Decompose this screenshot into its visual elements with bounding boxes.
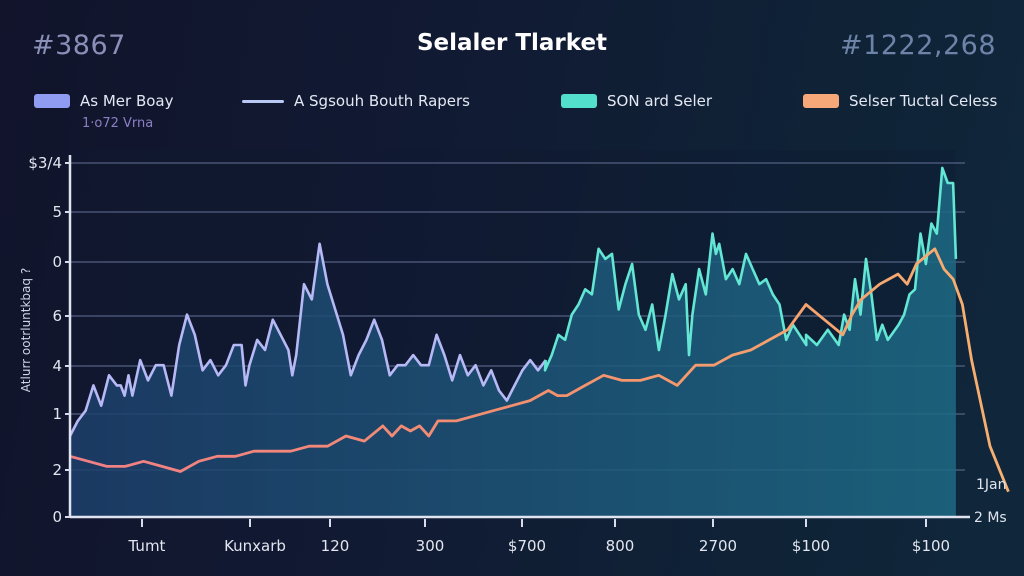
legend-item-4[interactable]: Selser Tuctal Celess (803, 92, 997, 110)
legend-swatch-4 (803, 94, 839, 108)
series-line-selser-tuctal-celess (69, 247, 1010, 493)
legend-item-1[interactable]: As Mer Boay (34, 92, 174, 110)
y-tick-label: 0 (52, 508, 62, 526)
legend-swatch-3 (561, 94, 597, 108)
y-tick-label: $3/4 (28, 154, 62, 172)
series-line-a-sgsouh-bouth-rapers (68, 242, 547, 437)
y-axis-ticks: 0 2 1 4 6 0 5 $3/4 (28, 154, 70, 526)
axes (68, 155, 970, 519)
x-tick-label: Tumt (128, 537, 166, 555)
y-tick-label: 1 (52, 405, 62, 423)
x-tick-label: $700 (508, 537, 546, 555)
series-lines (68, 166, 1010, 493)
y-tick-label: 2 (52, 461, 62, 479)
y-tick-label: 0 (52, 253, 62, 271)
legend-item-3[interactable]: SON ard Seler (561, 92, 712, 110)
legend-label-4: Selser Tuctal Celess (849, 92, 998, 110)
right-corner-value: #1222,268 (840, 30, 996, 61)
legend-item-2[interactable]: A Sgsouh Bouth Rapers (242, 92, 470, 110)
x-tick-label: $100 (792, 537, 830, 555)
legend-swatch-1 (34, 94, 70, 108)
y-tick-label: 5 (52, 203, 62, 221)
y-tick-label: 4 (52, 357, 62, 375)
x-tick-label: Kunxarb (224, 537, 286, 555)
x-tick-label: 120 (321, 537, 350, 555)
legend-line-2 (242, 99, 284, 103)
left-corner-value: #3867 (32, 30, 126, 61)
x-tick-label: $100 (912, 537, 950, 555)
x-tick-label: 800 (606, 537, 635, 555)
x-tick-label: 2700 (699, 537, 737, 555)
series-area-fill (70, 167, 956, 517)
legend-sublabel-1: 1·o72 Vrna (82, 116, 154, 131)
legend-label-1: As Mer Boay (80, 92, 174, 110)
y-tick-label: 6 (52, 307, 62, 325)
chart-title: Selaler Tlarket (416, 30, 608, 56)
right-label-2: 2 Ms (974, 510, 1007, 526)
legend-label-3: SON ard Seler (607, 92, 713, 110)
x-axis-ticks: Tumt Kunxarb 120 300 $700 800 2700 $100 $100 (128, 519, 950, 555)
series-areas (70, 167, 956, 517)
x-tick-label: 300 (416, 537, 445, 555)
series-line-son-ard-seler (543, 166, 958, 372)
right-label-1: 1Jan (976, 477, 1007, 493)
legend-label-2: A Sgsouh Bouth Rapers (294, 92, 470, 110)
y-axis-title: Atlurr ootrluntkbaq ? (19, 268, 33, 392)
